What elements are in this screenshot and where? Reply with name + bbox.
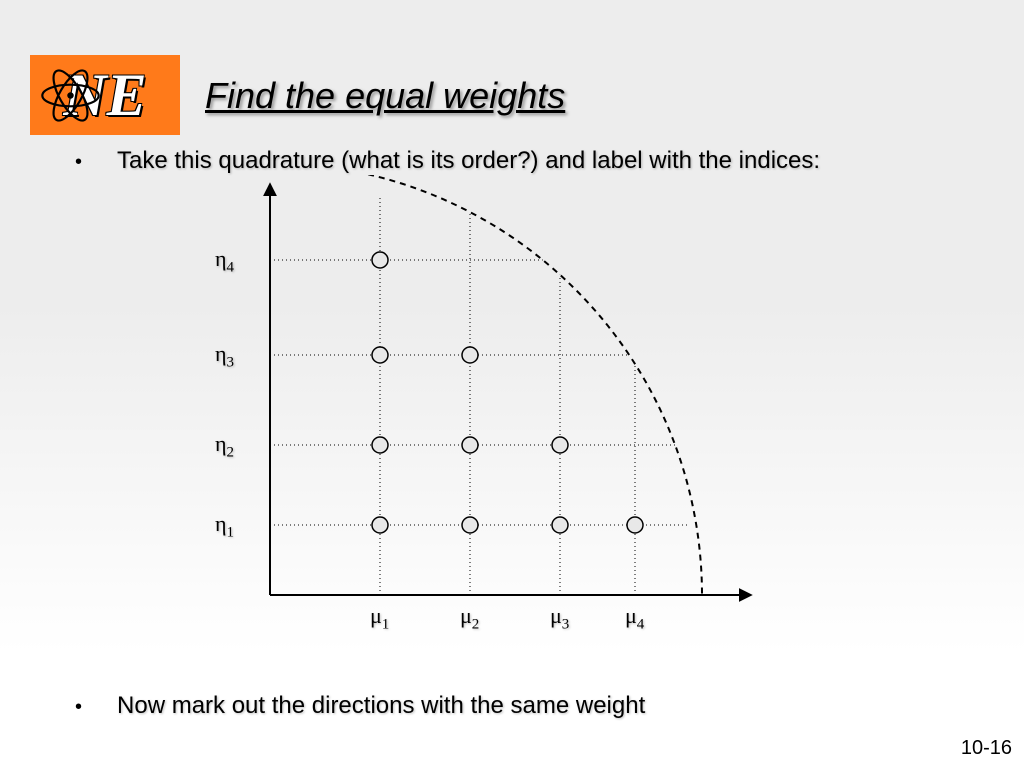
logo: NE <box>30 55 180 135</box>
bullet-2: • Now mark out the directions with the s… <box>75 690 645 722</box>
y-axis-label: η2 <box>215 431 234 461</box>
slide-title: Find the equal weights <box>205 75 565 117</box>
y-axis-label: η3 <box>215 341 234 371</box>
quadrature-diagram: μ1 μ2 μ3 μ4 η1 η2 η3 η4 <box>195 175 795 630</box>
bullet-2-text: Now mark out the directions with the sam… <box>117 690 645 722</box>
diagram-svg <box>195 175 795 630</box>
y-axis-label: η1 <box>215 511 234 541</box>
x-axis-label: μ4 <box>625 603 644 633</box>
bullet-1-text: Take this quadrature (what is its order?… <box>117 145 820 177</box>
slide-number: 10-16 <box>961 737 1012 760</box>
bullet-dot-icon: • <box>75 151 82 174</box>
y-axis-label: η4 <box>215 246 234 276</box>
bullet-dot-icon: • <box>75 696 82 719</box>
x-axis-label: μ2 <box>460 603 479 633</box>
x-axis-label: μ3 <box>550 603 569 633</box>
atom-icon <box>38 63 103 128</box>
bullet-1: • Take this quadrature (what is its orde… <box>75 145 820 177</box>
x-axis-label: μ1 <box>370 603 389 633</box>
